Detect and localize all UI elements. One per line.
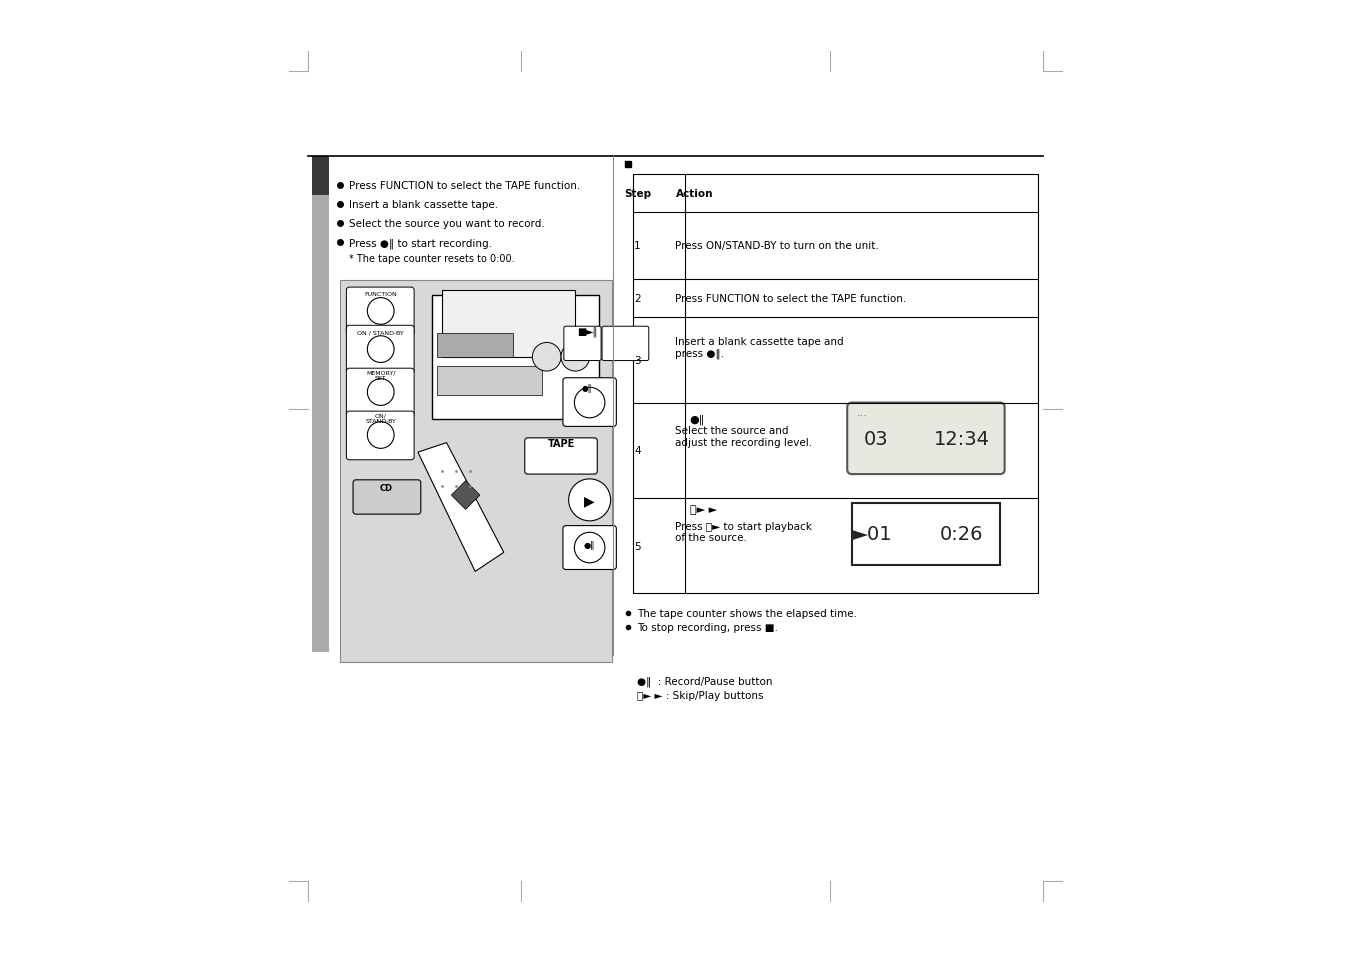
Text: * The tape counter resets to 0:00.: * The tape counter resets to 0:00. — [349, 254, 515, 264]
Text: ►‖: ►‖ — [586, 326, 598, 337]
Text: Action: Action — [676, 189, 713, 198]
Text: Press ON/STAND-BY to turn on the unit.: Press ON/STAND-BY to turn on the unit. — [676, 241, 880, 251]
Text: MEMORY/
SET: MEMORY/ SET — [366, 370, 396, 381]
FancyBboxPatch shape — [346, 326, 415, 375]
Bar — [312, 195, 328, 653]
Text: 4: 4 — [634, 446, 640, 456]
Circle shape — [574, 388, 605, 418]
FancyBboxPatch shape — [563, 378, 616, 427]
Text: ON/
STAND-BY: ON/ STAND-BY — [365, 413, 396, 424]
Text: 3: 3 — [634, 355, 640, 365]
Text: 0:26: 0:26 — [940, 525, 984, 543]
Text: ■: ■ — [577, 327, 586, 336]
Text: ⏮► ►: ⏮► ► — [690, 505, 717, 515]
Text: Press ●‖ to start recording.: Press ●‖ to start recording. — [349, 237, 492, 249]
Bar — [632, 174, 1038, 594]
Text: CD: CD — [380, 483, 393, 493]
Text: ►01: ►01 — [854, 525, 893, 543]
Text: ●‖: ●‖ — [584, 540, 596, 550]
Circle shape — [569, 479, 611, 521]
Text: 03: 03 — [863, 430, 888, 448]
Text: 12:34: 12:34 — [934, 430, 990, 448]
Text: Select the source and
adjust the recording level.: Select the source and adjust the recordi… — [676, 426, 812, 447]
Text: Select the source you want to record.: Select the source you want to record. — [349, 219, 544, 229]
Circle shape — [574, 533, 605, 563]
FancyBboxPatch shape — [346, 412, 415, 460]
Text: ●‖: ●‖ — [581, 383, 592, 393]
Text: Insert a blank cassette tape and
press ●‖.: Insert a blank cassette tape and press ●… — [676, 336, 844, 359]
Circle shape — [561, 343, 589, 372]
Text: ON / STAND-BY: ON / STAND-BY — [357, 330, 404, 335]
Polygon shape — [451, 481, 480, 510]
FancyBboxPatch shape — [346, 369, 415, 417]
Text: The tape counter shows the elapsed time.: The tape counter shows the elapsed time. — [638, 609, 858, 618]
Text: ●‖: ●‖ — [690, 414, 705, 425]
Text: 1: 1 — [634, 241, 640, 251]
FancyBboxPatch shape — [563, 526, 616, 570]
Text: ⏮► ► : Skip/Play buttons: ⏮► ► : Skip/Play buttons — [638, 691, 763, 700]
Bar — [432, 295, 600, 419]
Text: Press ⏮► to start playback
of the source.: Press ⏮► to start playback of the source… — [676, 521, 812, 542]
Circle shape — [367, 298, 394, 325]
FancyBboxPatch shape — [346, 288, 415, 336]
Text: Press FUNCTION to select the TAPE function.: Press FUNCTION to select the TAPE functi… — [676, 294, 907, 303]
Bar — [852, 503, 1000, 565]
Text: ▶: ▶ — [585, 494, 594, 507]
Bar — [442, 291, 576, 357]
Polygon shape — [417, 443, 504, 572]
Circle shape — [367, 379, 394, 406]
Bar — [339, 281, 612, 662]
Text: 5: 5 — [634, 541, 640, 551]
FancyBboxPatch shape — [847, 403, 1005, 475]
Text: TAPE: TAPE — [547, 438, 574, 448]
Bar — [312, 157, 328, 195]
Circle shape — [532, 343, 561, 372]
FancyBboxPatch shape — [524, 438, 597, 475]
Text: 2: 2 — [634, 294, 640, 303]
FancyBboxPatch shape — [353, 480, 420, 515]
Text: To stop recording, press ■.: To stop recording, press ■. — [638, 622, 778, 632]
Circle shape — [367, 336, 394, 363]
Text: FUNCTION: FUNCTION — [365, 292, 397, 297]
FancyBboxPatch shape — [563, 327, 601, 361]
Bar — [436, 367, 542, 395]
FancyBboxPatch shape — [603, 327, 648, 361]
Text: ●‖  : Record/Pause button: ●‖ : Record/Pause button — [638, 676, 773, 687]
Text: Step: Step — [624, 189, 651, 198]
Text: Press FUNCTION to select the TAPE function.: Press FUNCTION to select the TAPE functi… — [349, 181, 581, 191]
Circle shape — [367, 422, 394, 449]
Text: ···: ··· — [857, 411, 867, 420]
Text: Insert a blank cassette tape.: Insert a blank cassette tape. — [349, 200, 499, 210]
Bar — [436, 334, 513, 357]
